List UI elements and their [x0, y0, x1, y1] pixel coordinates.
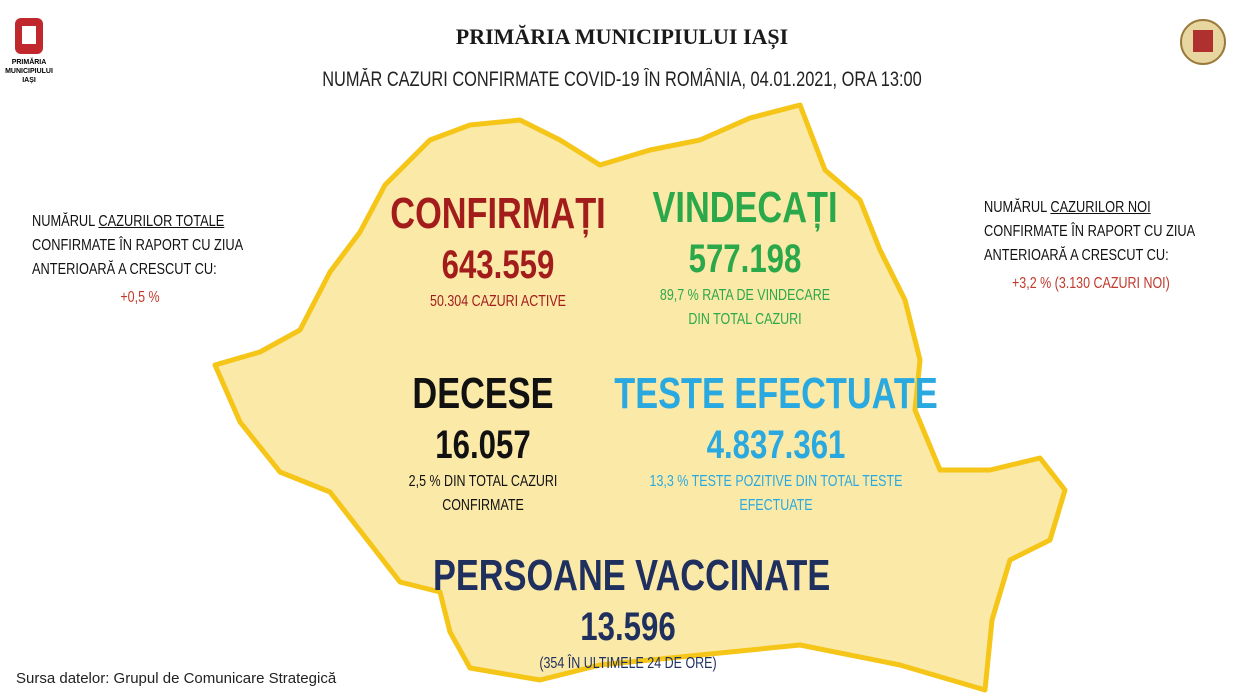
logo-left: [15, 18, 43, 54]
note-text: NUMĂRUL: [984, 199, 1051, 216]
stat-value: 4.837.361: [706, 423, 846, 467]
stat-note: 2,5 % DIN TOTAL CAZURI: [408, 473, 558, 490]
stat-block: CONFIRMAȚI 643.559 50.304 CAZURI ACTIVE: [248, 188, 748, 314]
stat-label: DECESE: [412, 369, 554, 418]
stat-label: VINDECAȚI: [652, 183, 838, 232]
subtitle: NUMĂR CAZURI CONFIRMATE COVID-19 ÎN ROMÂ…: [322, 68, 922, 91]
title: PRIMĂRIA MUNICIPIULUI IAȘI: [455, 24, 789, 49]
note-text: CONFIRMATE ÎN RAPORT CU ZIUA: [32, 237, 244, 254]
stat-block: VINDECAȚI 577.198 89,7 % RATA DE VINDECARE…: [495, 182, 995, 332]
stat-value: 16.057: [435, 423, 531, 467]
note-text: ANTERIOARĂ A CRESCUT CU:: [32, 261, 217, 278]
stat-note: (354 ÎN ULTIMELE 24 DE ORE): [539, 655, 717, 672]
stat-note: CONFIRMATE: [442, 497, 524, 514]
stat-value: 643.559: [441, 243, 555, 287]
left-note: NUMĂRUL CAZURILOR TOTALE CONFIRMATE ÎN R…: [32, 210, 243, 282]
logo-line: MUNICIPIULUI: [5, 68, 53, 75]
stat-label: TESTE EFECTUATE: [614, 369, 938, 418]
stat-label: CONFIRMAȚI: [390, 189, 606, 238]
logo-caption: PRIMĂRIA MUNICIPIULUI IAȘI: [0, 58, 58, 85]
logo-line: PRIMĂRIA: [11, 59, 47, 66]
stat-note: 50.304 CAZURI ACTIVE: [430, 293, 566, 310]
note-text: NUMĂRUL: [32, 213, 99, 230]
stat-label: PERSOANE VACCINATE: [433, 551, 831, 600]
stat-note: 13,3 % TESTE POZITIVE DIN TOTAL TESTE: [649, 473, 903, 490]
left-value: +0,5 %: [120, 289, 160, 306]
logo-right: [1180, 19, 1226, 65]
stat-block: PERSOANE VACCINATE 13.596 (354 ÎN ULTIMELE…: [378, 550, 878, 676]
stat-block: DECESE 16.057 2,5 % DIN TOTAL CAZURI CONFIR…: [233, 368, 733, 518]
stat-value: 577.198: [688, 237, 802, 281]
note-underlined: CAZURILOR TOTALE: [98, 213, 225, 230]
note-text: CONFIRMATE ÎN RAPORT CU ZIUA: [984, 223, 1196, 240]
right-note: NUMĂRUL CAZURILOR NOI CONFIRMATE ÎN RAPO…: [984, 196, 1195, 268]
source: Sursa datelor: Grupul de Comunicare Stra…: [16, 670, 337, 687]
romania-map: [212, 102, 1068, 693]
stat-value: 13.596: [580, 605, 676, 649]
stat-note: DIN TOTAL CAZURI: [688, 311, 802, 328]
logo-line: IAȘI: [22, 77, 36, 84]
right-value: +3,2 % (3.130 CAZURI NOI): [1012, 275, 1170, 292]
stat-note: EFECTUATE: [739, 497, 813, 514]
stat-note: 89,7 % RATA DE VINDECARE: [659, 287, 831, 304]
stat-block: TESTE EFECTUATE 4.837.361 13,3 % TESTE POZ…: [526, 368, 1026, 518]
note-text: ANTERIOARĂ A CRESCUT CU:: [984, 247, 1169, 264]
note-underlined: CAZURILOR NOI: [1050, 199, 1151, 216]
